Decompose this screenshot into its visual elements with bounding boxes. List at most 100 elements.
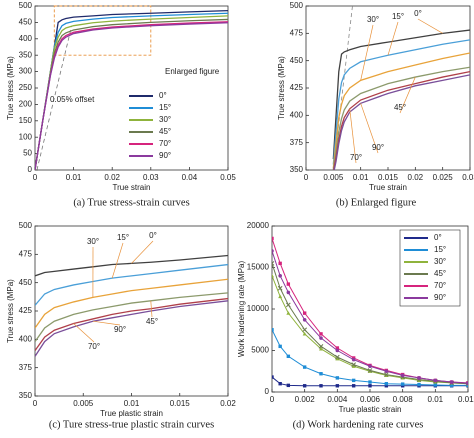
y-tick-label: 500 [19, 1, 33, 10]
series-line [333, 30, 470, 159]
callout-line [112, 243, 123, 278]
y-tick-label: 400 [290, 110, 304, 119]
marker [270, 237, 273, 240]
series-line [35, 255, 228, 275]
x-tick-label: 0.05 [220, 173, 236, 182]
caption: (b) Enlarged figure [336, 197, 417, 208]
y-tick-label: 475 [290, 28, 304, 37]
y-tick-label: 425 [19, 306, 33, 315]
x-tick-label: 0.012 [458, 395, 474, 404]
caption: (a) True stress-strain curves [73, 197, 189, 208]
x-tick-label: 0.004 [327, 395, 348, 404]
marker [401, 374, 405, 378]
x-tick-label: 0.02 [408, 173, 424, 182]
x-tick-label: 0.01 [66, 173, 82, 182]
y-tick-label: 10000 [247, 304, 270, 313]
legend-label: 70° [159, 139, 171, 148]
marker [319, 384, 322, 387]
marker [270, 375, 273, 378]
marker [278, 295, 282, 299]
callout-label: 45° [394, 103, 406, 112]
y-tick-label: 350 [290, 165, 304, 174]
callout-label: 0° [149, 231, 157, 240]
marker [287, 291, 291, 295]
annotation: Enlarged figure [165, 67, 220, 76]
y-tick-label: 250 [19, 83, 33, 92]
marker [303, 384, 306, 387]
y-tick-label: 450 [19, 18, 33, 27]
legend-label: 30° [159, 115, 171, 124]
x-tick-label: 0.008 [393, 395, 414, 404]
y-tick-label: 300 [19, 67, 33, 76]
y-tick-label: 450 [19, 278, 33, 287]
legend-label: 70° [434, 281, 446, 290]
marker [278, 262, 281, 265]
callout-line [74, 323, 94, 342]
x-tick-label: 0.006 [360, 395, 381, 404]
marker [401, 382, 404, 385]
y-tick-label: 350 [19, 391, 33, 400]
y-tick-label: 15000 [247, 263, 270, 272]
marker [270, 249, 274, 253]
marker [319, 372, 322, 375]
legend-label: 45° [434, 269, 446, 278]
marker [278, 345, 281, 348]
marker [368, 380, 371, 383]
callout-label: 70° [88, 342, 100, 351]
legend-label: 15° [434, 245, 446, 254]
marker [434, 379, 438, 383]
y-tick-label: 20000 [247, 221, 270, 230]
marker [287, 355, 290, 358]
x-tick-label: 0 [33, 173, 38, 182]
x-tick-label: 0.002 [295, 395, 316, 404]
y-tick-label: 475 [19, 249, 33, 258]
marker [286, 311, 290, 315]
y-tick-label: 500 [290, 1, 304, 10]
callout-line [418, 19, 443, 33]
callout-label: 15° [392, 12, 404, 21]
x-tick-label: 0.015 [378, 173, 399, 182]
series-group [35, 255, 228, 356]
callout-label: 90° [114, 325, 126, 334]
series-line [35, 293, 228, 342]
callout-line [388, 22, 398, 55]
y-tick-label: 375 [290, 138, 304, 147]
callout-label: 90° [372, 143, 384, 152]
x-tick-label: 0 [33, 399, 38, 408]
series-line [35, 301, 228, 357]
legend-label: 90° [434, 293, 446, 302]
legend-label: 30° [434, 257, 446, 266]
x-axis-label: True strain [369, 183, 407, 192]
marker [336, 384, 339, 387]
x-tick-label: 0.04 [182, 173, 198, 182]
x-tick-label: 0.005 [73, 399, 94, 408]
marker [303, 318, 307, 322]
marker [352, 384, 355, 387]
marker [286, 303, 290, 307]
marker [450, 380, 454, 384]
marker [352, 358, 356, 362]
marker [336, 349, 340, 353]
x-tick-label: 0.03 [462, 173, 474, 182]
y-tick-label: 150 [19, 116, 33, 125]
series-line [272, 330, 468, 386]
marker [385, 382, 388, 385]
x-tick-label: 0.02 [220, 399, 236, 408]
y-tick-label: 200 [19, 100, 33, 109]
callout-line [132, 241, 154, 263]
marker [368, 364, 372, 368]
marker [368, 384, 371, 387]
y-tick-label: 425 [290, 83, 304, 92]
marker [287, 384, 290, 387]
annotation: 0.05% offset [50, 95, 95, 104]
y-tick-label: 350 [19, 50, 33, 59]
marker [303, 311, 306, 314]
callout-line [361, 25, 373, 80]
callout-label: 45° [146, 317, 158, 326]
legend-label: 90° [159, 151, 171, 160]
x-tick-label: 0.01 [428, 395, 444, 404]
marker [270, 328, 273, 331]
marker [336, 376, 339, 379]
callout-label: 30° [87, 237, 99, 246]
